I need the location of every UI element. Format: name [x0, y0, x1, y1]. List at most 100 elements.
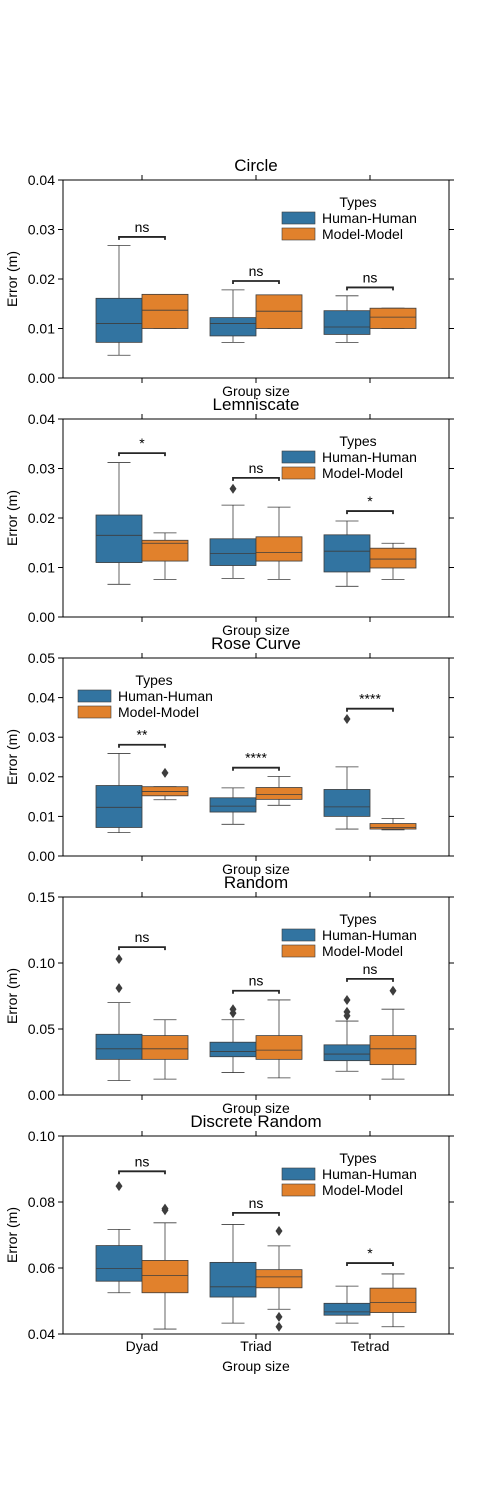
significance-bracket [118, 1170, 166, 1175]
y-axis-label: Error (m) [4, 729, 20, 785]
outlier-marker [343, 994, 351, 1005]
y-tick-label: 0.02 [28, 271, 55, 287]
box-iqr [323, 534, 371, 573]
significance-bracket [346, 977, 394, 982]
legend-label: Model-Model [322, 943, 403, 959]
box-human-human-dyad [95, 954, 143, 1081]
axes-frame [62, 418, 450, 618]
box-human-human-triad [209, 483, 257, 579]
outlier-marker [115, 983, 123, 994]
significance-bracket [232, 766, 280, 771]
box-iqr [323, 1302, 371, 1316]
box-model-model-triad [255, 1226, 303, 1332]
significance-label: ns [249, 1195, 264, 1211]
significance-label: ** [137, 727, 148, 743]
significance-bracket [118, 743, 166, 748]
box-iqr [95, 1245, 143, 1282]
box-iqr [95, 297, 143, 343]
panel-title: Random [224, 873, 288, 892]
significance-triad: ns [232, 1195, 280, 1216]
box-iqr [323, 789, 371, 817]
legend-label: Model-Model [118, 704, 199, 720]
significance-tetrad: ns [346, 961, 394, 982]
panel-lemniscate: Lemniscate 0.00 0.01 0.02 0.03 0.04 Error (m) G… [4, 395, 454, 638]
box-iqr [209, 538, 257, 566]
box-iqr [369, 307, 417, 329]
y-tick-label: 0.10 [28, 955, 55, 971]
box-iqr [209, 317, 257, 337]
x-axis-label: Group size [222, 383, 290, 399]
significance-label: * [367, 493, 373, 509]
significance-label: ns [135, 929, 150, 945]
box-model-model-tetrad [369, 542, 417, 580]
box-iqr [95, 785, 143, 828]
legend-title: Types [339, 911, 376, 927]
significance-label: ns [135, 219, 150, 235]
box-model-model-triad [255, 999, 303, 1079]
y-axis-label: Error (m) [4, 1207, 20, 1263]
legend-label: Model-Model [322, 1182, 403, 1198]
legend-swatch-human-human [281, 928, 316, 942]
box-human-human-tetrad [323, 520, 371, 587]
y-tick-label: 0.00 [28, 1087, 55, 1103]
legend-swatch-human-human [281, 1167, 316, 1181]
significance-bracket [346, 1262, 394, 1267]
box-iqr [255, 536, 303, 562]
y-tick-label: 0.03 [28, 729, 55, 745]
box-iqr [95, 1033, 143, 1060]
legend-label: Human-Human [118, 688, 213, 704]
legend-label: Human-Human [322, 210, 417, 226]
significance-dyad: ns [118, 1153, 166, 1175]
significance-tetrad: * [346, 1245, 394, 1267]
box-model-model-dyad [141, 1203, 189, 1330]
panel-circle: Circle 0.00 0.01 0.02 0.03 0.04 Error (m) Group… [4, 156, 454, 399]
box-iqr [141, 1035, 189, 1060]
significance-dyad: ns [118, 929, 166, 951]
y-tick-label: 0.00 [28, 370, 55, 386]
box-iqr [209, 797, 257, 813]
significance-dyad: ns [118, 219, 166, 240]
significance-dyad: ** [118, 727, 166, 748]
y-tick-label: 0.10 [28, 1128, 55, 1144]
significance-bracket [346, 286, 394, 291]
box-iqr [255, 1035, 303, 1060]
y-tick-label: 0.01 [28, 321, 55, 337]
x-tick-label: Tetrad [351, 1338, 390, 1354]
box-iqr [141, 539, 189, 562]
box-model-model-dyad [141, 767, 189, 801]
box-iqr [323, 310, 371, 335]
y-tick-label: 0.04 [28, 1326, 55, 1342]
significance-bracket [118, 452, 166, 457]
box-model-model-tetrad [369, 817, 417, 831]
box-human-human-tetrad [323, 1285, 371, 1324]
panel-discrete-random: Discrete Random 0.04 0.06 0.08 0.10 Dyad Triad… [4, 1112, 454, 1374]
outlier-marker [343, 713, 351, 724]
significance-dyad: * [118, 435, 166, 457]
box-iqr [209, 1261, 257, 1298]
legend-swatch-model-model [281, 466, 316, 480]
box-iqr [369, 823, 417, 830]
legend-title: Types [339, 433, 376, 449]
significance-label: ns [135, 1153, 150, 1169]
box-model-model-triad [255, 294, 303, 329]
box-iqr [95, 514, 143, 563]
significance-triad: ns [232, 973, 280, 994]
box-model-model-tetrad [369, 307, 417, 329]
significance-bracket [232, 989, 280, 994]
significance-label: * [367, 1245, 373, 1261]
legend-swatch-human-human [281, 211, 316, 225]
box-iqr [209, 1041, 257, 1058]
significance-bracket [232, 1211, 280, 1216]
y-tick-label: 0.03 [28, 222, 55, 238]
panel-title: Discrete Random [190, 1112, 321, 1131]
box-human-human-tetrad [323, 295, 371, 343]
outlier-marker [229, 483, 237, 494]
box-model-model-triad [255, 506, 303, 580]
legend-label: Human-Human [322, 927, 417, 943]
y-tick-label: 0.04 [28, 690, 55, 706]
legend-title: Types [339, 194, 376, 210]
box-iqr [369, 1035, 417, 1066]
